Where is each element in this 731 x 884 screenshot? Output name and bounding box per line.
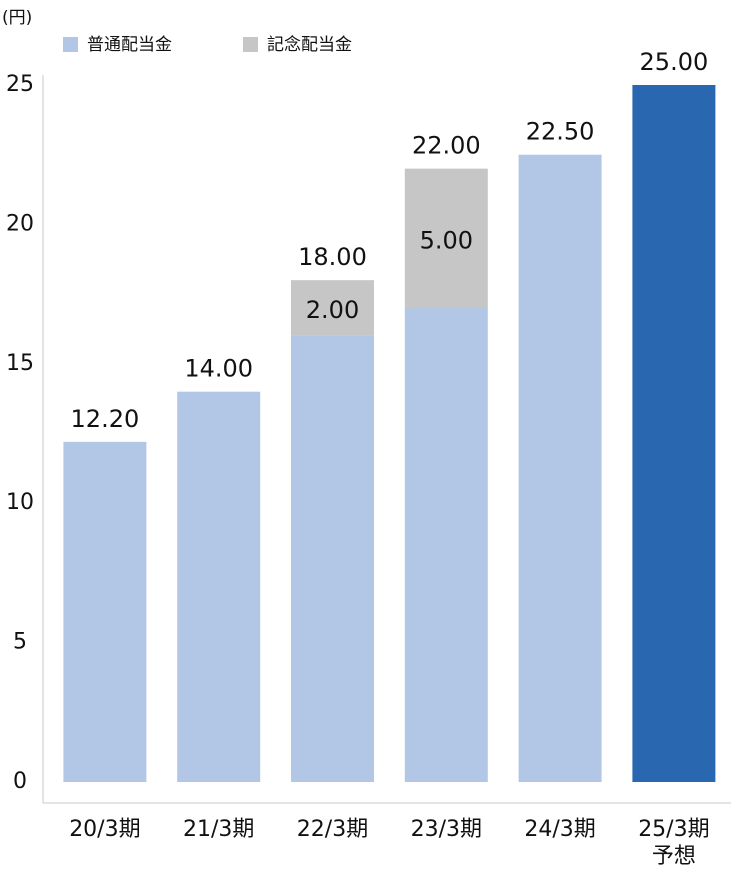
y-tick-label: 0 xyxy=(13,769,27,794)
bar-segment xyxy=(291,335,374,782)
x-tick-label-line: 予想 xyxy=(652,844,696,869)
total-label: 22.00 xyxy=(412,132,481,160)
legend-label: 普通配当金 xyxy=(87,35,172,55)
bar-segment xyxy=(177,391,261,782)
x-tick-label: 23/3期 xyxy=(411,817,482,842)
x-tick-label-line: 20/3期 xyxy=(69,817,140,842)
segment-label: 5.00 xyxy=(420,226,473,254)
x-tick-label-line: 25/3期 xyxy=(638,817,709,842)
y-tick-label: 20 xyxy=(6,211,34,236)
y-tick-label: 25 xyxy=(6,72,34,97)
total-label: 14.00 xyxy=(184,355,253,383)
x-tick-label: 25/3期予想 xyxy=(638,817,709,869)
bar-segment xyxy=(518,154,602,782)
x-tick-label: 21/3期 xyxy=(183,817,254,842)
segment-label: 2.00 xyxy=(306,296,359,324)
x-tick-label-line: 21/3期 xyxy=(183,817,254,842)
x-tick-label-line: 22/3期 xyxy=(297,817,368,842)
bar-segment xyxy=(404,168,488,309)
total-label: 22.50 xyxy=(526,118,595,146)
bar-segment xyxy=(63,441,147,782)
x-tick-label: 20/3期 xyxy=(69,817,140,842)
bar-segment xyxy=(632,85,716,782)
bar-segment xyxy=(291,280,374,336)
x-tick-label-line: 23/3期 xyxy=(411,817,482,842)
legend-swatch xyxy=(243,37,258,52)
x-tick-label: 22/3期 xyxy=(297,817,368,842)
legend-swatch xyxy=(63,37,78,52)
x-tick-label: 24/3期 xyxy=(524,817,595,842)
x-tick-label-line: 24/3期 xyxy=(524,817,595,842)
total-label: 12.20 xyxy=(71,405,140,433)
y-tick-label: 5 xyxy=(13,630,27,655)
legend-label: 記念配当金 xyxy=(267,34,352,55)
total-label: 25.00 xyxy=(640,48,709,76)
y-axis-label: (円) xyxy=(2,8,32,28)
y-tick-label: 10 xyxy=(6,490,34,515)
total-label: 18.00 xyxy=(298,243,367,271)
y-tick-label: 15 xyxy=(6,351,34,376)
bar-segment xyxy=(404,308,488,782)
